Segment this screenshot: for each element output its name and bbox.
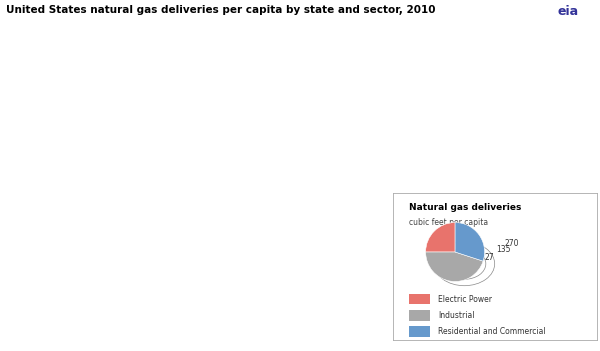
Text: cubic feet per capita: cubic feet per capita — [409, 218, 488, 227]
Text: eia: eia — [558, 5, 579, 18]
Text: Electric Power: Electric Power — [438, 295, 492, 304]
Text: 27: 27 — [484, 253, 494, 262]
FancyBboxPatch shape — [409, 294, 430, 304]
Text: United States natural gas deliveries per capita by state and sector, 2010: United States natural gas deliveries per… — [6, 5, 436, 15]
FancyBboxPatch shape — [409, 310, 430, 320]
Text: Industrial: Industrial — [438, 311, 475, 320]
Wedge shape — [455, 223, 485, 261]
Text: Natural gas deliveries: Natural gas deliveries — [409, 203, 521, 212]
FancyBboxPatch shape — [409, 326, 430, 337]
Text: 270: 270 — [505, 239, 520, 247]
Text: Residential and Commercial: Residential and Commercial — [438, 327, 545, 336]
Wedge shape — [425, 252, 483, 282]
Text: 135: 135 — [496, 245, 511, 254]
Wedge shape — [425, 223, 455, 252]
